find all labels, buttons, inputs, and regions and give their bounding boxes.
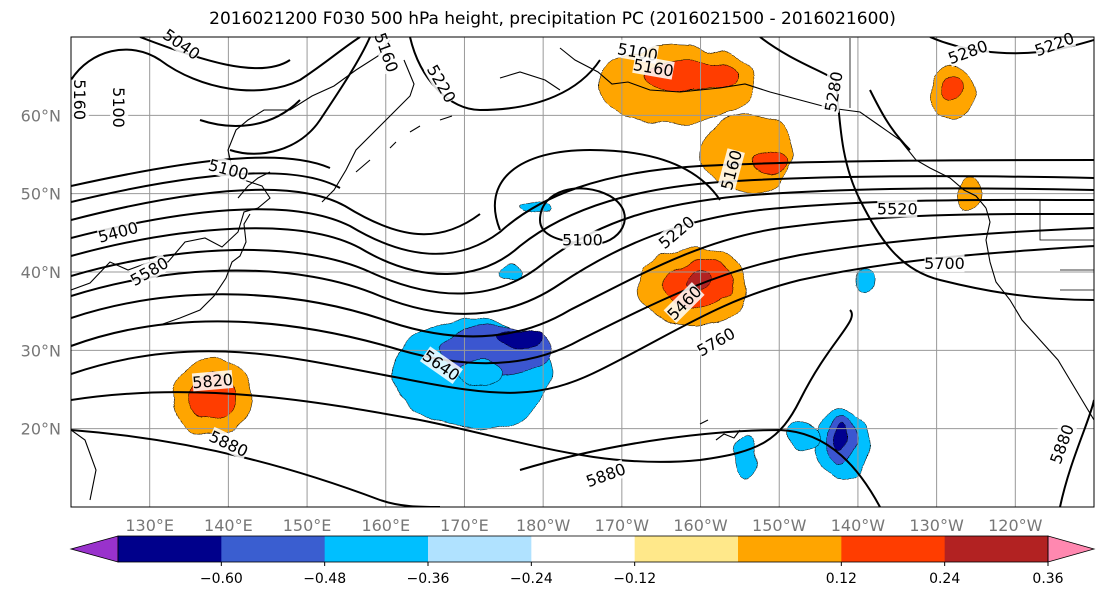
contour-label: 5520 [877, 199, 918, 218]
colorbar-tick-label: 0.12 [826, 571, 857, 587]
colorbar-tick-label: −0.24 [510, 571, 553, 587]
contour-label: 5700 [924, 254, 965, 273]
svg-text:5160: 5160 [70, 79, 89, 120]
lat-tick-label: 20°N [21, 420, 61, 439]
precip-region [735, 432, 760, 480]
lat-tick-label: 30°N [21, 341, 61, 360]
lat-tick-label: 40°N [21, 263, 61, 282]
contour-label: 5160 [70, 79, 89, 120]
colorbar-outline [117, 535, 1049, 563]
lat-tick-label: 50°N [21, 185, 61, 204]
precip-region [834, 423, 850, 450]
lon-tick-label: 150°W [752, 516, 807, 535]
colorbar-bin [118, 536, 222, 562]
colorbar-extend-low [69, 535, 119, 563]
svg-text:5520: 5520 [877, 199, 918, 218]
lon-tick-label: 120°W [988, 516, 1043, 535]
lon-tick-label: 140°W [831, 516, 886, 535]
map-frame [70, 36, 1095, 508]
colorbar-bin [634, 536, 739, 562]
lon-tick-label: 130°E [125, 516, 174, 535]
colorbar-tick-label: 0.36 [1032, 571, 1063, 587]
contour-label: 5100 [109, 87, 128, 128]
colorbar-bin [841, 536, 946, 562]
colorbar-tick-label: −0.48 [303, 571, 346, 587]
contour-label: 5820 [191, 370, 233, 392]
colorbar-bin [428, 536, 532, 562]
colorbar-tick-label: −0.60 [200, 571, 243, 587]
lat-tick-label: 60°N [21, 106, 61, 125]
colorbar-bin [221, 536, 326, 562]
colorbar-extend-high [1047, 535, 1096, 563]
precip-region [786, 420, 819, 453]
svg-text:5100: 5100 [562, 231, 603, 250]
colorbar-bin [944, 536, 1049, 562]
contour-label: 5100 [562, 230, 603, 250]
precip-region [939, 78, 966, 98]
lon-tick-label: 170°W [595, 516, 650, 535]
precip-region [495, 328, 544, 349]
svg-text:5700: 5700 [924, 254, 965, 273]
lon-tick-label: 150°E [283, 516, 332, 535]
colorbar: −0.60−0.48−0.36−0.24−0.120.120.240.360.4… [69, 535, 1096, 587]
svg-text:5820: 5820 [191, 370, 233, 392]
axis-ticks: 130°E 140°E 150°E 160°E 170°E 180°W 170°W 160°W… [21, 106, 1043, 535]
colorbar-tick-label: −0.36 [407, 571, 450, 587]
chart-title: 2016021200 F030 500 hPa height, precipit… [209, 9, 896, 29]
colorbar-bin [324, 536, 429, 562]
lon-tick-label: 130°W [909, 516, 964, 535]
svg-text:5100: 5100 [109, 87, 128, 128]
colorbar-bin [738, 536, 842, 562]
lon-tick-label: 170°E [440, 516, 489, 535]
lon-tick-label: 180°W [516, 516, 571, 535]
lon-tick-label: 140°E [204, 516, 253, 535]
colorbar-tick-label: 0.24 [929, 571, 960, 587]
colorbar-tick-label: −0.12 [613, 571, 656, 587]
lon-tick-label: 160°E [361, 516, 410, 535]
precip-region [456, 361, 505, 386]
lon-tick-label: 160°W [673, 516, 728, 535]
colorbar-bin [531, 536, 636, 562]
